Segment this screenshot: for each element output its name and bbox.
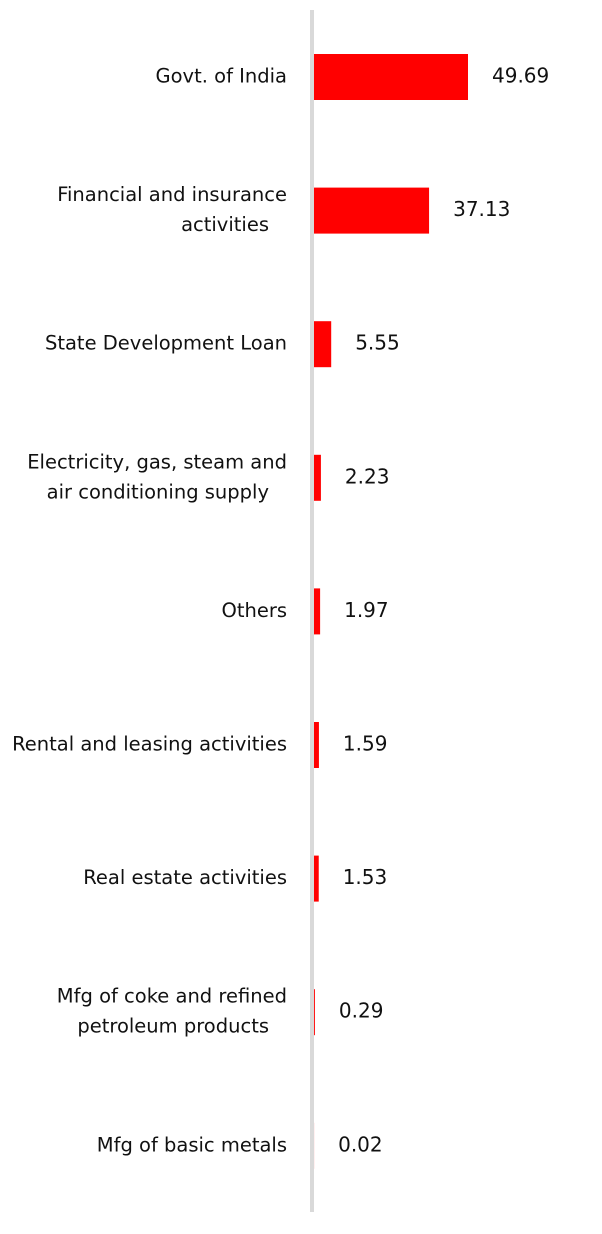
category-label-line: Rental and leasing activities [12, 733, 287, 756]
value-label: 49.69 [492, 64, 549, 88]
value-label: 0.02 [338, 1132, 383, 1156]
category-label-line: activities [181, 213, 269, 236]
value-label: 2.23 [345, 464, 390, 488]
value-label: 1.97 [344, 598, 389, 622]
category-label-line: Mfg of coke and refined [57, 985, 287, 1008]
bar [314, 722, 319, 768]
bar [314, 54, 468, 100]
value-label: 1.53 [343, 865, 388, 889]
bar [314, 454, 321, 501]
category-label: Govt. of India [156, 65, 287, 88]
category-label-line: Mfg of basic metals [97, 1133, 287, 1156]
category-label: Financial and insurance activities [57, 183, 287, 236]
category-label: Mfg of basic metals [97, 1133, 287, 1156]
category-label-line: Others [221, 599, 287, 622]
value-label: 37.13 [453, 197, 510, 221]
category-label: Real estate activities [83, 866, 287, 889]
value-label: 1.59 [343, 732, 388, 756]
category-label-line: Electricity, gas, steam and [27, 450, 287, 473]
category-label-line: Govt. of India [156, 65, 287, 88]
category-label: Electricity, gas, steam and air condition… [27, 450, 287, 503]
category-label-line: Real estate activities [83, 866, 287, 889]
value-label: 0.29 [339, 999, 384, 1023]
category-label-line: air conditioning supply [47, 480, 269, 503]
category-label-line: Financial and insurance [57, 183, 287, 206]
bar [314, 855, 319, 902]
category-label-line: petroleum products [77, 1015, 269, 1038]
bar [314, 989, 315, 1036]
category-label-line: State Development Loan [45, 332, 287, 355]
category-label: State Development Loan [45, 332, 287, 355]
bar [314, 588, 321, 635]
category-label: Rental and leasing activities [12, 733, 287, 756]
value-label: 5.55 [355, 331, 400, 355]
category-label: Mfg of coke and refined petroleum product… [57, 985, 287, 1038]
category-label: Others [221, 599, 287, 622]
bar [314, 187, 430, 234]
bar [314, 321, 332, 368]
